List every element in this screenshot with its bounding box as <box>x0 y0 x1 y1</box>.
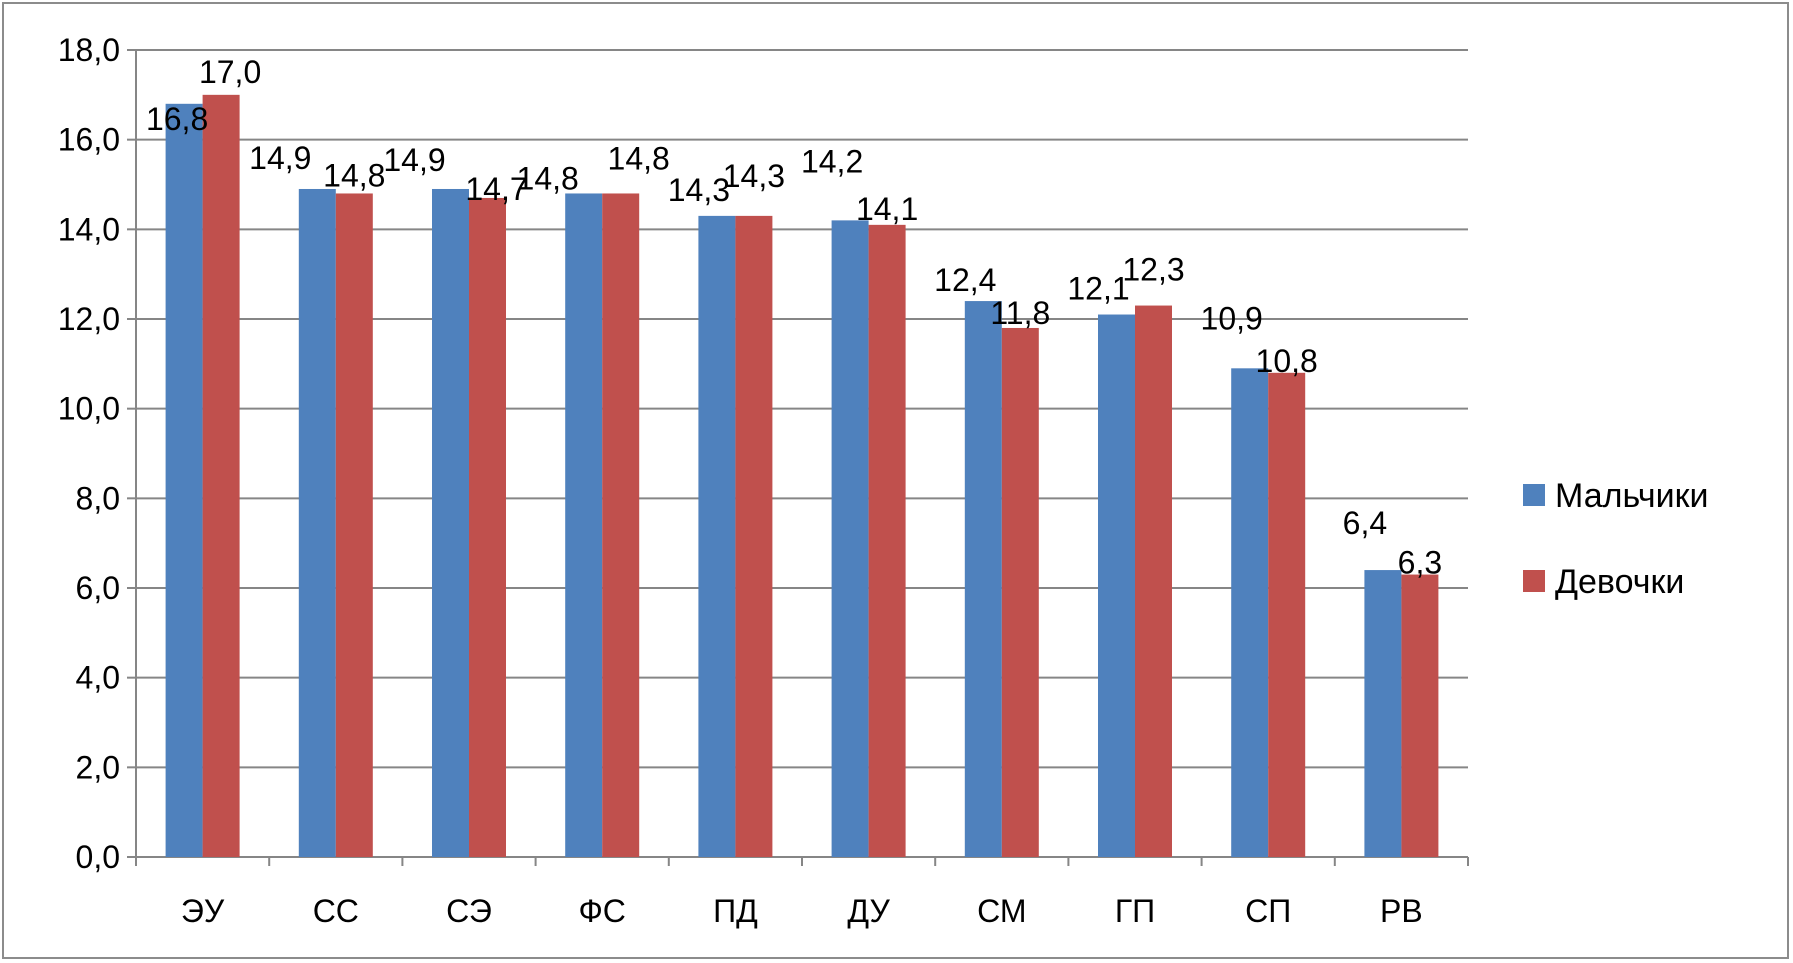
y-tick-label: 0,0 <box>76 839 120 875</box>
data-label: 10,9 <box>1201 300 1263 336</box>
x-tick-label: СЭ <box>446 893 492 929</box>
data-label: 14,2 <box>801 143 863 179</box>
legend: Мальчики Девочки <box>1523 477 1708 601</box>
data-label: 12,1 <box>1067 271 1129 307</box>
x-tick-label: ЭУ <box>181 893 225 929</box>
x-tick-label: ГП <box>1115 893 1155 929</box>
data-label: 14,3 <box>723 158 785 194</box>
y-tick-label: 6,0 <box>76 570 120 606</box>
bar-girls <box>868 224 906 858</box>
bar-girls <box>1268 372 1306 857</box>
data-label: 10,8 <box>1256 343 1318 379</box>
data-label: 6,4 <box>1343 505 1387 541</box>
data-label: 17,0 <box>199 54 261 90</box>
data-label: 12,4 <box>934 262 996 298</box>
bar-girls <box>335 193 373 857</box>
y-tick-label: 14,0 <box>58 211 120 247</box>
bar-boys <box>1364 570 1402 857</box>
x-axis-labels: ЭУ СС СЭ ФС ПД ДУ СМ ГП СП РВ <box>181 893 1423 929</box>
bar-boys <box>698 215 736 858</box>
y-tick-label: 4,0 <box>76 660 120 696</box>
data-label: 14,8 <box>517 160 579 196</box>
x-tick-label: РВ <box>1380 893 1423 929</box>
x-tick-label: ДУ <box>847 893 890 929</box>
data-labels: 16,817,014,9 14,814,914,714,814,814,314,3… <box>146 54 1442 581</box>
data-label: 12,3 <box>1122 252 1184 288</box>
legend-label: Девочки <box>1555 563 1684 601</box>
x-tick-label: СП <box>1245 893 1291 929</box>
bar-girls <box>1401 574 1439 857</box>
x-tick-label: СМ <box>977 893 1026 929</box>
bar-boys <box>964 301 1002 858</box>
data-label: 14,7 <box>465 171 527 207</box>
bar-girls <box>469 197 506 857</box>
y-tick-label: 10,0 <box>58 391 120 427</box>
y-tick-label: 2,0 <box>76 749 120 785</box>
data-label: 14,9 <box>249 140 311 176</box>
data-label: 6,3 <box>1398 545 1442 581</box>
bar-girls <box>602 193 640 857</box>
data-label: 14,3 <box>668 172 730 208</box>
legend-swatch <box>1523 570 1545 592</box>
bar-boys <box>165 103 203 858</box>
x-tick-label: СС <box>313 893 359 929</box>
y-tick-label: 18,0 <box>58 32 120 68</box>
bar-boys <box>1098 314 1135 857</box>
legend-swatch <box>1523 484 1545 506</box>
y-axis-labels: 0,0 2,0 4,0 6,0 8,0 10,0 12,0 14,0 16,0 18,0 <box>58 32 120 875</box>
x-tick-label: ФС <box>578 893 625 929</box>
data-label: 14,8 <box>323 157 385 193</box>
data-label: 14,9 <box>383 142 445 178</box>
y-tick-label: 8,0 <box>76 480 120 516</box>
bar-boys <box>831 220 869 857</box>
bar-girls <box>1135 305 1172 857</box>
bar-girls <box>735 215 773 858</box>
bar-boys <box>432 188 469 857</box>
data-label: 11,8 <box>990 295 1050 331</box>
y-tick-label: 16,0 <box>58 122 120 158</box>
legend-label: Мальчики <box>1555 477 1708 515</box>
data-label: 14,1 <box>856 191 918 227</box>
data-label: 16,8 <box>146 101 208 137</box>
bar-boys <box>298 188 336 857</box>
x-tick-label: ПД <box>713 893 758 929</box>
bars <box>165 94 1439 858</box>
y-tick-label: 12,0 <box>58 301 120 337</box>
bar-girls <box>202 94 240 858</box>
bar-boys <box>1231 368 1269 857</box>
data-label: 14,8 <box>608 140 670 176</box>
bar-boys <box>565 193 603 857</box>
bar-girls <box>1001 327 1039 857</box>
